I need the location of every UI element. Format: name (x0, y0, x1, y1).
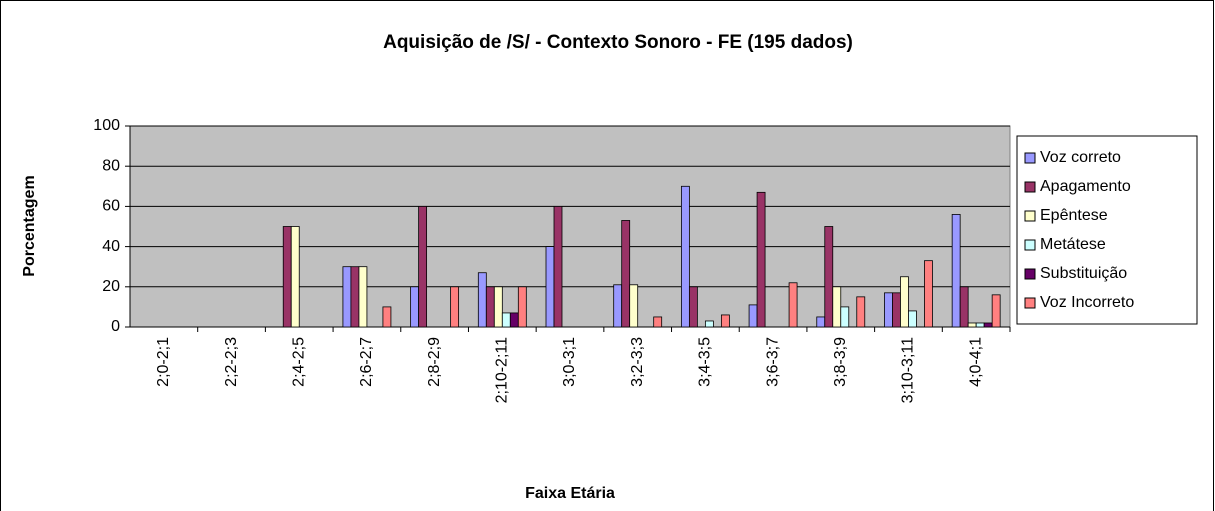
x-tick-label: 2;0-2;1 (155, 337, 172, 387)
bar (832, 286, 842, 328)
legend-box (1016, 135, 1198, 325)
bar (501, 312, 511, 328)
y-tick-label: 20 (102, 278, 120, 295)
bar (756, 191, 766, 328)
bar (680, 185, 690, 328)
bar (517, 286, 527, 328)
x-tick-label: 3;4-3;5 (697, 337, 714, 387)
bar (342, 266, 352, 328)
bar (290, 226, 300, 328)
bar (418, 205, 428, 328)
bar (410, 286, 420, 328)
x-axis-title: Faixa Etária (525, 485, 615, 502)
x-tick-label: 2;10-2;11 (494, 337, 511, 404)
bar (924, 260, 933, 328)
x-tick-label: 3;0-3;1 (561, 337, 578, 387)
bar (748, 304, 758, 328)
bar (983, 322, 993, 328)
bar (477, 272, 487, 328)
y-tick-label: 40 (102, 238, 120, 255)
x-tick-label: 2;4-2;5 (290, 337, 307, 387)
x-tick-label: 3;10-3;11 (900, 337, 917, 404)
legend-label: Substituição (1040, 265, 1127, 282)
legend-swatch (1024, 181, 1036, 193)
x-tick-label: 2;2-2;3 (223, 337, 240, 387)
bar (856, 296, 866, 328)
bar (621, 220, 631, 328)
bar (720, 314, 730, 328)
legend-label: Apagamento (1040, 178, 1131, 195)
bar (613, 284, 623, 328)
bar (884, 292, 893, 328)
bar (358, 266, 368, 328)
bar (975, 322, 985, 328)
x-tick-label: 2;8-2;9 (426, 337, 443, 387)
legend-label: Epêntese (1040, 207, 1108, 224)
y-tick-label: 60 (102, 198, 120, 215)
x-tick-label: 3;6-3;7 (764, 337, 781, 387)
legend-label: Voz Incorreto (1040, 294, 1134, 311)
bar (951, 214, 961, 328)
bar (450, 286, 460, 328)
bar (892, 292, 901, 328)
legend-label: Metátese (1040, 236, 1106, 253)
bar (688, 286, 698, 328)
bar (382, 306, 392, 328)
bar (788, 282, 798, 328)
bar (553, 205, 563, 328)
bar (967, 322, 977, 328)
y-tick-label: 80 (102, 157, 120, 174)
x-tick-label: 4;0-4;1 (967, 337, 984, 387)
legend-swatch (1024, 152, 1036, 164)
bar (485, 286, 495, 328)
y-tick-label: 0 (111, 318, 120, 335)
legend-swatch (1024, 210, 1036, 222)
bar (282, 226, 292, 328)
bar (509, 312, 519, 328)
bar (493, 286, 503, 328)
y-tick-label: 100 (93, 117, 120, 134)
legend-label: Voz correto (1040, 149, 1121, 166)
bar (900, 276, 909, 328)
bar (959, 286, 969, 328)
y-axis-title: Porcentagem (21, 175, 38, 276)
bar (545, 246, 555, 328)
x-tick-label: 3;8-3;9 (832, 337, 849, 387)
bar (991, 294, 1001, 328)
legend-swatch (1024, 268, 1036, 280)
bar (824, 226, 834, 328)
bar (350, 266, 360, 328)
bar (704, 320, 714, 328)
bar (816, 316, 826, 328)
bar (840, 306, 850, 328)
legend-swatch (1024, 239, 1036, 251)
bar (629, 284, 639, 328)
x-tick-label: 3;2-3;3 (629, 337, 646, 387)
chart-title: Aquisição de /S/ - Contexto Sonoro - FE … (383, 32, 853, 53)
x-tick-label: 2;6-2;7 (358, 337, 375, 387)
legend-swatch (1024, 297, 1036, 309)
bar (908, 310, 917, 328)
bar (653, 316, 663, 328)
plot-area (129, 125, 1011, 328)
